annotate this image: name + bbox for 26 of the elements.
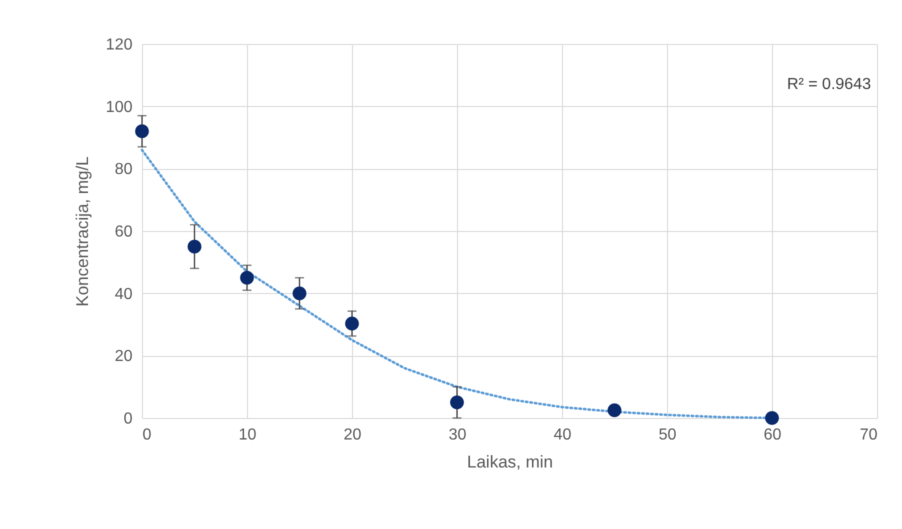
y-tick-label: 40 [114, 286, 133, 303]
y-tick-label: 20 [114, 348, 133, 366]
point [292, 286, 306, 300]
x-tick-label: 0 [142, 426, 152, 444]
annotation: R² = 0.9643 [786, 76, 872, 93]
x-axis-title: Laikas, min [467, 452, 553, 472]
y-axis-title: Koncentracija, mg/L [72, 156, 92, 307]
x-tick-label: 70 [860, 426, 878, 444]
x-tick-label: 50 [658, 426, 676, 444]
point [240, 270, 254, 285]
y-tick-label: 80 [114, 161, 133, 178]
point [608, 403, 622, 418]
point [135, 124, 149, 138]
y-tick-label: 60 [114, 224, 133, 240]
x-tick-label: 40 [554, 426, 572, 444]
x-tick-label: 10 [238, 426, 256, 444]
point [188, 240, 202, 254]
point [450, 396, 464, 410]
y-tick-label: 0 [124, 410, 133, 428]
x-tick-label: 60 [764, 426, 782, 444]
y-tick-label: 120 [106, 36, 133, 54]
point [345, 316, 359, 330]
x-tick-label: 30 [448, 426, 466, 444]
x-tick-label: 20 [344, 426, 362, 444]
point [765, 411, 779, 425]
y-tick-label: 100 [106, 98, 133, 116]
